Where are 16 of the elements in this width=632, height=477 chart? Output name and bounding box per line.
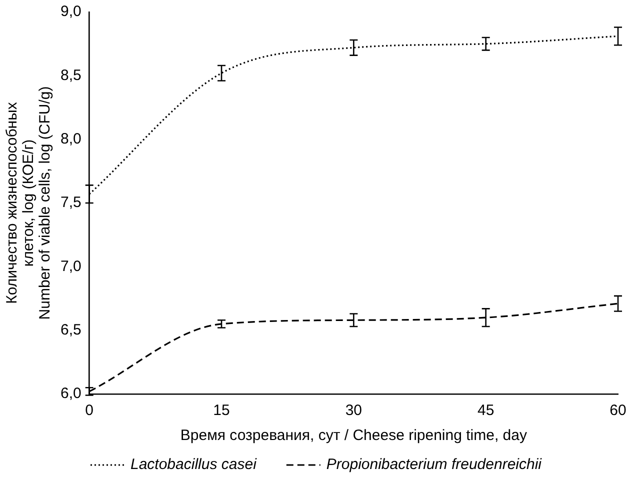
x-tick-label: 45 bbox=[477, 402, 494, 420]
y-tick-label: 7,0 bbox=[60, 258, 82, 275]
y-tick-label: 6,0 bbox=[60, 385, 82, 402]
legend-label: Propionibacterium freudenreichii bbox=[326, 456, 542, 474]
legend-label: Lactobacillus casei bbox=[130, 456, 258, 474]
x-tick-label: 30 bbox=[345, 402, 362, 420]
y-axis-title: Количество жизнеспособных клеток, log (КОЕ/г) Number of viable cells, log (CFU/g) bbox=[3, 86, 54, 320]
x-tick-label: 60 bbox=[610, 402, 626, 420]
y-tick-label: 7,5 bbox=[60, 194, 82, 212]
x-tick-label: 15 bbox=[213, 402, 230, 420]
y-tick-label: 8,5 bbox=[60, 66, 82, 84]
y-tick-label: 9,0 bbox=[60, 3, 82, 20]
y-tick-label: 6,5 bbox=[60, 321, 82, 338]
x-axis-title: Время созревания, сут / Cheese ripening time, day bbox=[180, 427, 528, 444]
x-tick-label: 0 bbox=[85, 402, 94, 420]
y-tick-label: 8,0 bbox=[60, 130, 82, 148]
